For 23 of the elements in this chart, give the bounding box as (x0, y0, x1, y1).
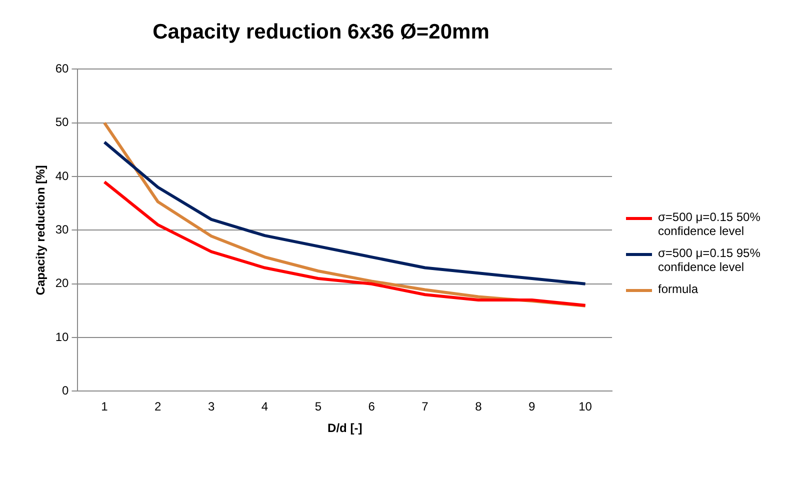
chart-title: Capacity reduction 6x36 Ø=20mm (152, 20, 490, 44)
x-tick-label: 5 (314, 400, 322, 414)
y-tick-label: 10 (55, 330, 70, 344)
x-tick-label: 2 (154, 400, 162, 414)
x-tick-label: 7 (422, 400, 429, 414)
legend-label: σ=500 μ=0.15 95% confidence level (658, 246, 762, 274)
x-tick-label: 1 (101, 400, 108, 414)
x-tick-label: 3 (208, 400, 215, 414)
legend-label: formula (658, 282, 698, 296)
y-tick-label: 40 (55, 168, 70, 183)
x-tick-label: 9 (528, 400, 536, 414)
y-tick-label: 50 (55, 115, 70, 130)
x-tick-label: 8 (475, 400, 482, 414)
x-tick-label: 10 (578, 400, 592, 414)
y-tick-label: 20 (55, 276, 70, 290)
legend-label: σ=500 μ=0.15 50% confidence level (658, 210, 762, 238)
x-tick-label: 6 (368, 400, 376, 414)
y-tick-label: 0 (62, 384, 70, 398)
x-tick-label: 4 (261, 400, 268, 414)
y-tick-label: 30 (55, 222, 70, 237)
y-tick-label: 60 (55, 62, 70, 76)
y-axis-title: Capacity reduction [%] (34, 165, 48, 296)
x-axis-title: D/d [-] (328, 421, 362, 436)
